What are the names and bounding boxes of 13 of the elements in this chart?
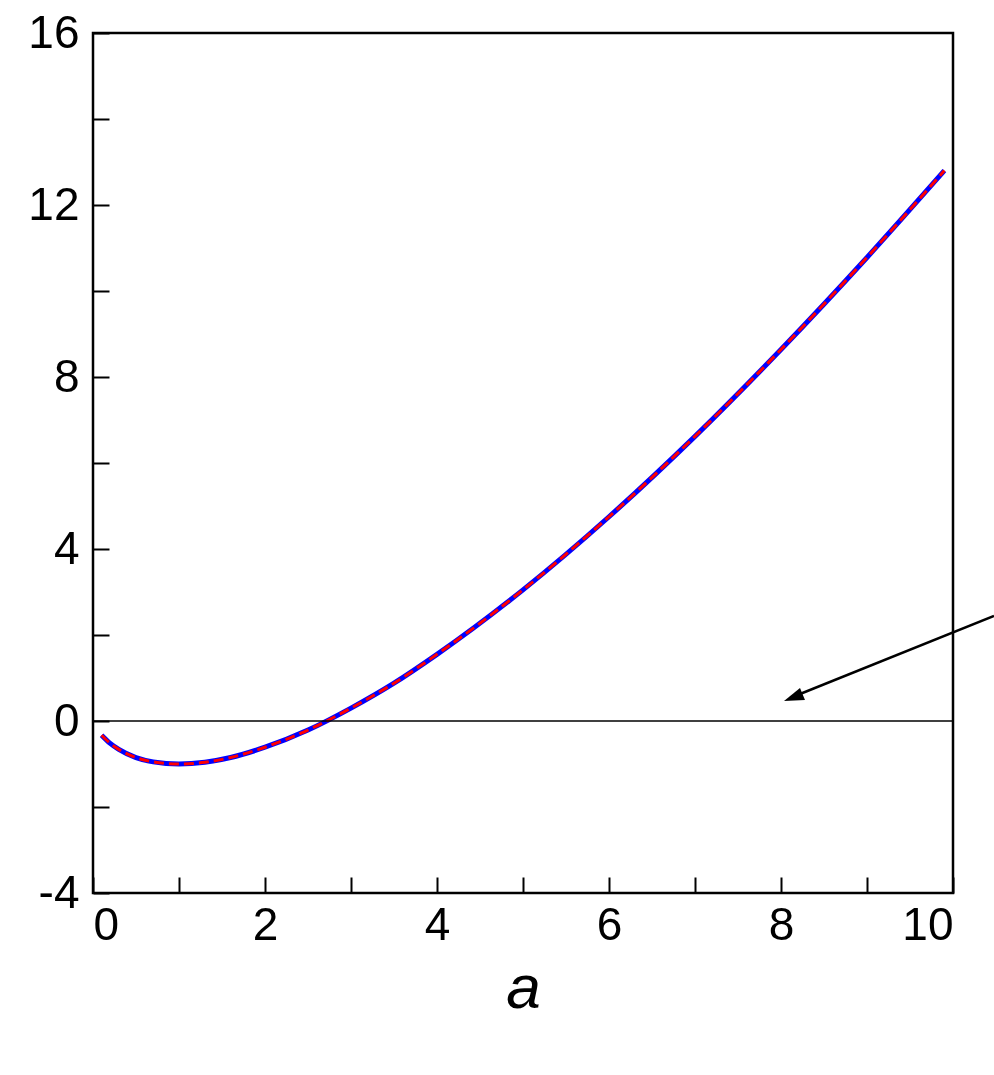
y-tick-label: 8 (53, 349, 80, 402)
x-tick-label: 10 (902, 897, 954, 950)
x-axis-title: a (506, 951, 541, 1021)
y-tick-label: -4 (38, 865, 80, 918)
y-tick-label: 16 (28, 5, 80, 58)
y-tick-label: 0 (53, 693, 80, 746)
x-tick-label: 4 (424, 897, 451, 950)
x-tick-label: 0 (93, 897, 120, 950)
x-tick-label: 2 (252, 897, 279, 950)
x-tick-label: 6 (596, 897, 623, 950)
x-tick-label: 8 (768, 897, 795, 950)
y-tick-label: 4 (53, 521, 80, 574)
y-tick-label: 12 (28, 177, 80, 230)
